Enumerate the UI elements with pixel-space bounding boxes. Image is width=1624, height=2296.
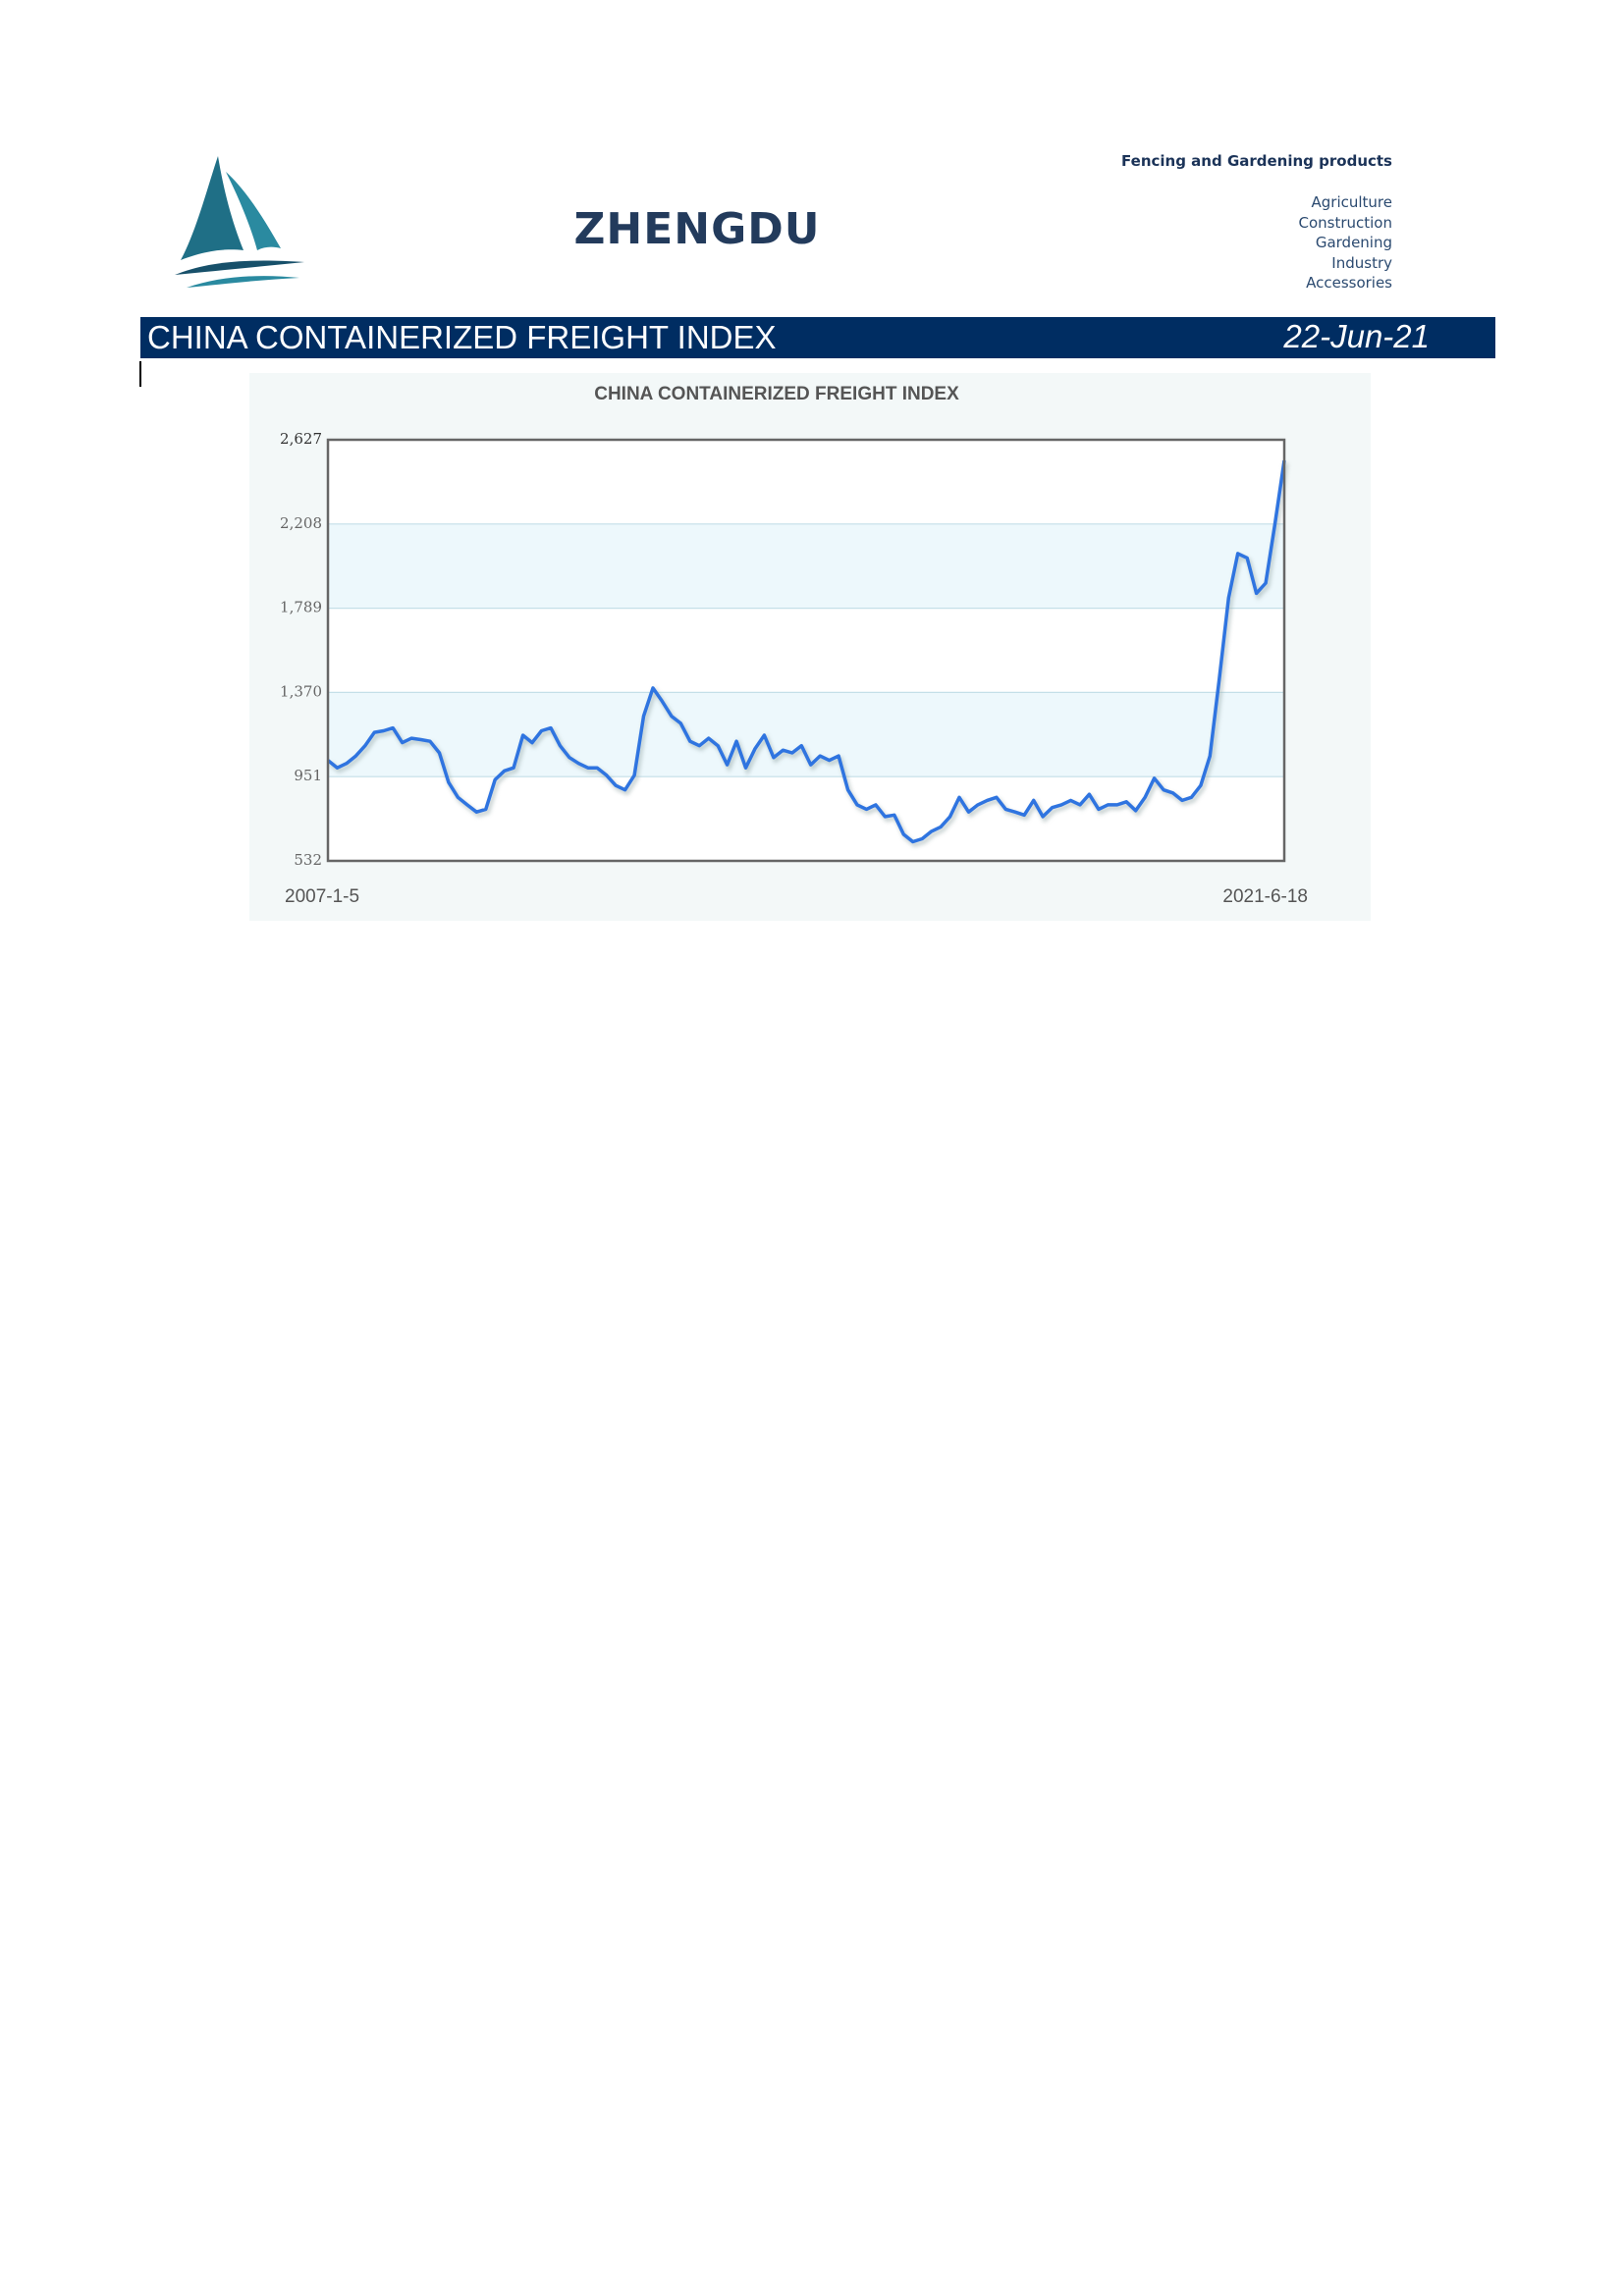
category-list: Agriculture Construction Gardening Indus… — [1298, 192, 1392, 294]
category: Gardening — [1315, 234, 1392, 252]
y-tick-label: 2,627 — [280, 430, 322, 448]
brand: ZHENGDU — [573, 204, 821, 254]
chart-panel: CHINA CONTAINERIZED FREIGHT INDEX 532 951… — [249, 373, 1371, 921]
band — [328, 523, 1284, 609]
y-tick-label: 1,789 — [280, 599, 322, 616]
cursor — [139, 361, 141, 387]
x-tick-label: 2021-6-18 — [1222, 886, 1308, 907]
x-tick-label: 2007-1-5 — [285, 886, 359, 907]
banner — [140, 317, 1495, 358]
y-tick-label: 1,370 — [280, 682, 322, 700]
category: Agriculture — [1311, 193, 1393, 211]
category: Industry — [1331, 253, 1392, 272]
chart-title: CHINA CONTAINERIZED FREIGHT INDEX — [594, 384, 959, 404]
y-tick-label: 2,208 — [280, 514, 322, 532]
line — [326, 459, 1286, 844]
tagline: Fencing and Gardening products — [1121, 152, 1392, 170]
category: Construction — [1298, 213, 1392, 232]
chart: CHINA CONTAINERIZED FREIGHT INDEX 532 951… — [280, 384, 1308, 907]
category: Accessories — [1306, 274, 1392, 293]
plot-background — [328, 440, 1284, 861]
banner-title: CHINA CONTAINERIZED FREIGHT INDEX — [147, 319, 777, 355]
band — [328, 692, 1284, 777]
y-tick-label: 532 — [294, 851, 322, 869]
banner-date: 22-Jun-21 — [1283, 318, 1430, 354]
logo — [175, 156, 304, 288]
plot-border — [326, 438, 1286, 863]
y-tick-label: 951 — [294, 767, 322, 784]
